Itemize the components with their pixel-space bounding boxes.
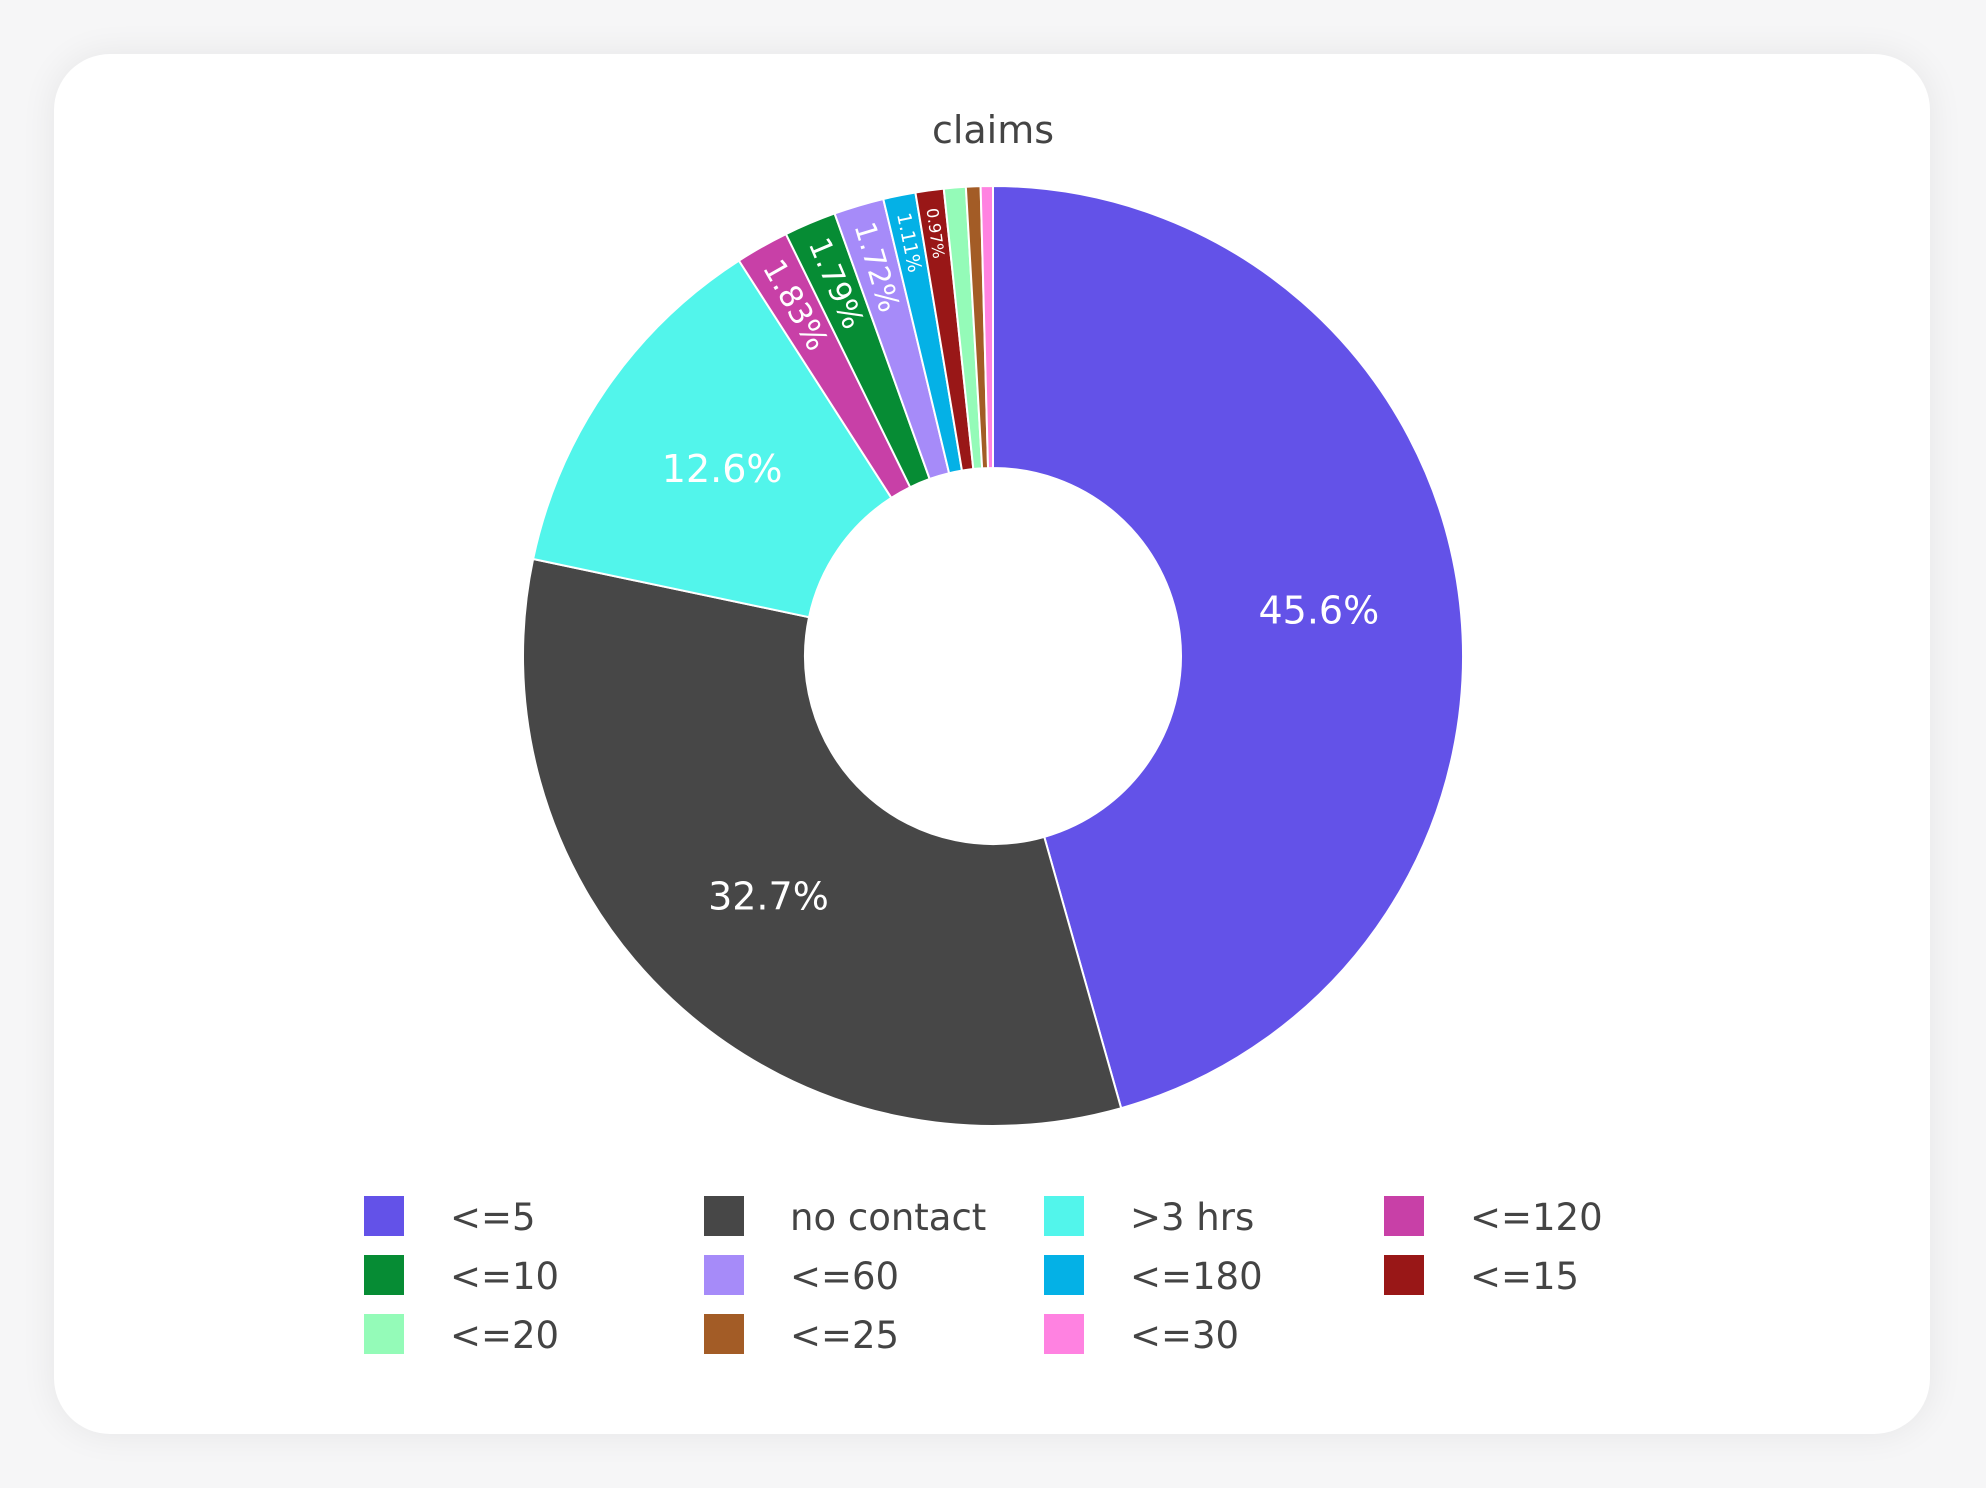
legend-swatch	[1044, 1255, 1084, 1295]
legend-item-lteq25[interactable]: <=25	[704, 1314, 1044, 1373]
legend-item-no-contact[interactable]: no contact	[704, 1196, 1044, 1255]
legend-item-lteq15[interactable]: <=15	[1384, 1255, 1664, 1314]
legend-label: <=15	[1470, 1255, 1580, 1298]
slice-label-lteq5: 45.6%	[1259, 589, 1380, 633]
legend-label: <=20	[450, 1314, 560, 1357]
legend-item-gt3-hrs[interactable]: >3 hrs	[1044, 1196, 1384, 1255]
legend-label: <=120	[1470, 1196, 1603, 1239]
legend-item-lteq10[interactable]: <=10	[364, 1255, 704, 1314]
legend-label: <=180	[1130, 1255, 1263, 1298]
legend: <=5 no contact >3 hrs <=120 <=10 <=60 <=180 <=1…	[364, 1196, 1664, 1373]
legend-label: <=30	[1130, 1314, 1240, 1357]
legend-label: <=10	[450, 1255, 560, 1298]
slice-label-no-contact: 32.7%	[708, 874, 829, 918]
legend-label: <=60	[790, 1255, 900, 1298]
legend-swatch	[704, 1196, 744, 1236]
legend-label: >3 hrs	[1130, 1196, 1255, 1239]
legend-swatch	[364, 1314, 404, 1354]
legend-label: <=25	[790, 1314, 900, 1357]
legend-item-lteq60[interactable]: <=60	[704, 1255, 1044, 1314]
legend-item-lteq30[interactable]: <=30	[1044, 1314, 1384, 1373]
legend-swatch	[704, 1255, 744, 1295]
legend-swatch	[1044, 1196, 1084, 1236]
legend-swatch	[1384, 1255, 1424, 1295]
legend-swatch	[1384, 1196, 1424, 1236]
legend-item-lteq20[interactable]: <=20	[364, 1314, 704, 1373]
legend-label: no contact	[790, 1196, 987, 1239]
slice-lteq5[interactable]	[992, 184, 1464, 1110]
slice-label-gt3-hrs: 12.6%	[662, 447, 783, 491]
legend-item-lteq5[interactable]: <=5	[364, 1196, 704, 1255]
slice-gt3-hrs[interactable]	[531, 259, 893, 619]
slice-no-contact[interactable]	[522, 557, 1123, 1127]
legend-swatch	[364, 1196, 404, 1236]
slice-lteq30[interactable]	[979, 184, 994, 470]
legend-item-lteq120[interactable]: <=120	[1384, 1196, 1664, 1255]
legend-swatch	[704, 1314, 744, 1354]
legend-label: <=5	[450, 1196, 536, 1239]
legend-swatch	[364, 1255, 404, 1295]
legend-swatch	[1044, 1314, 1084, 1354]
chart-title: claims	[931, 108, 1055, 152]
legend-item-lteq180[interactable]: <=180	[1044, 1255, 1384, 1314]
